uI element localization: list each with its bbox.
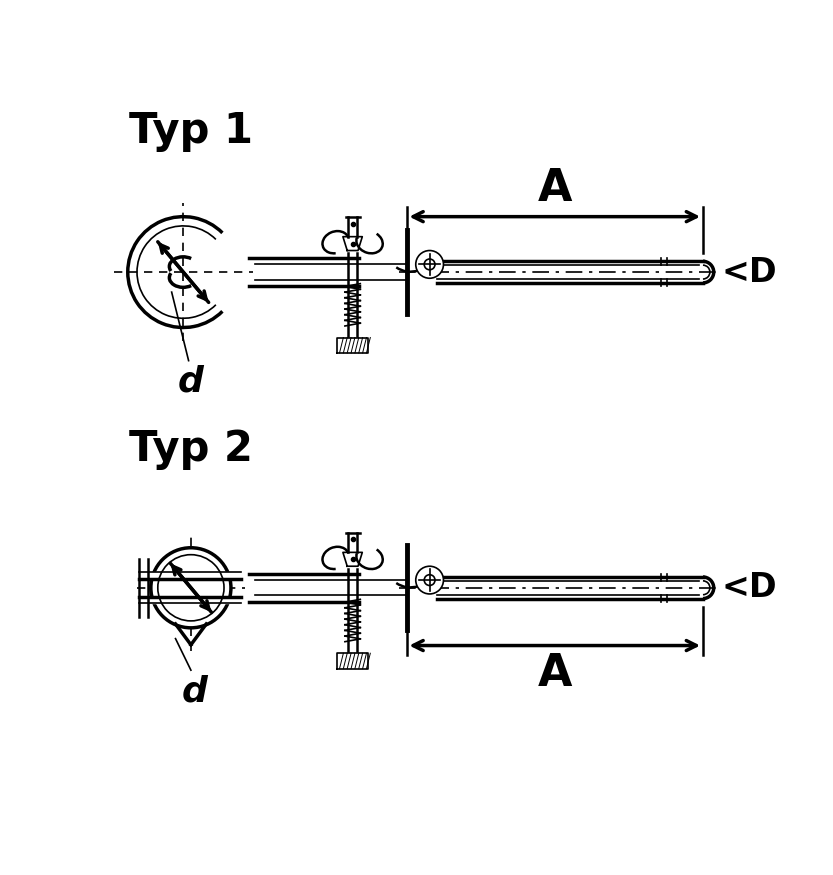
Text: A: A [537, 652, 572, 695]
Circle shape [416, 566, 443, 594]
Text: Typ 2: Typ 2 [129, 429, 253, 471]
Polygon shape [138, 572, 241, 578]
Text: d: d [178, 365, 204, 398]
Circle shape [151, 548, 231, 628]
Text: <D: <D [721, 571, 777, 605]
Polygon shape [337, 654, 368, 668]
Polygon shape [343, 552, 362, 566]
Circle shape [424, 259, 435, 270]
Text: d: d [182, 674, 207, 708]
Text: <D: <D [721, 255, 777, 289]
Polygon shape [138, 597, 241, 603]
Polygon shape [337, 338, 368, 353]
Text: A: A [537, 167, 572, 211]
Text: Typ 1: Typ 1 [129, 110, 253, 152]
Circle shape [424, 575, 435, 585]
Polygon shape [343, 236, 362, 250]
Circle shape [416, 250, 443, 278]
